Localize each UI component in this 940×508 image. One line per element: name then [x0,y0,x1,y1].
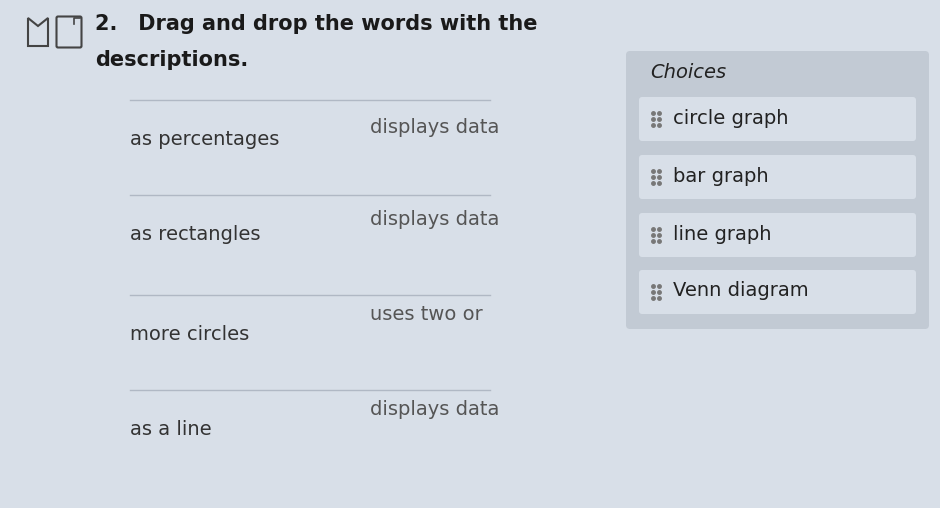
Text: uses two or: uses two or [370,305,483,324]
Text: circle graph: circle graph [673,109,789,128]
Text: as percentages: as percentages [130,130,279,149]
FancyBboxPatch shape [639,97,916,141]
Text: descriptions.: descriptions. [95,50,248,70]
Text: displays data: displays data [370,400,499,419]
Text: Venn diagram: Venn diagram [673,281,808,301]
Text: as a line: as a line [130,420,212,439]
FancyBboxPatch shape [639,213,916,257]
Text: displays data: displays data [370,210,499,229]
Text: bar graph: bar graph [673,167,769,185]
Text: line graph: line graph [673,225,772,243]
Text: more circles: more circles [130,325,249,344]
Text: as rectangles: as rectangles [130,225,260,244]
Text: 2. Drag and drop the words with the: 2. Drag and drop the words with the [95,14,538,34]
FancyBboxPatch shape [639,270,916,314]
FancyBboxPatch shape [639,155,916,199]
FancyBboxPatch shape [626,51,929,329]
Text: Choices: Choices [650,63,726,82]
Text: displays data: displays data [370,118,499,137]
